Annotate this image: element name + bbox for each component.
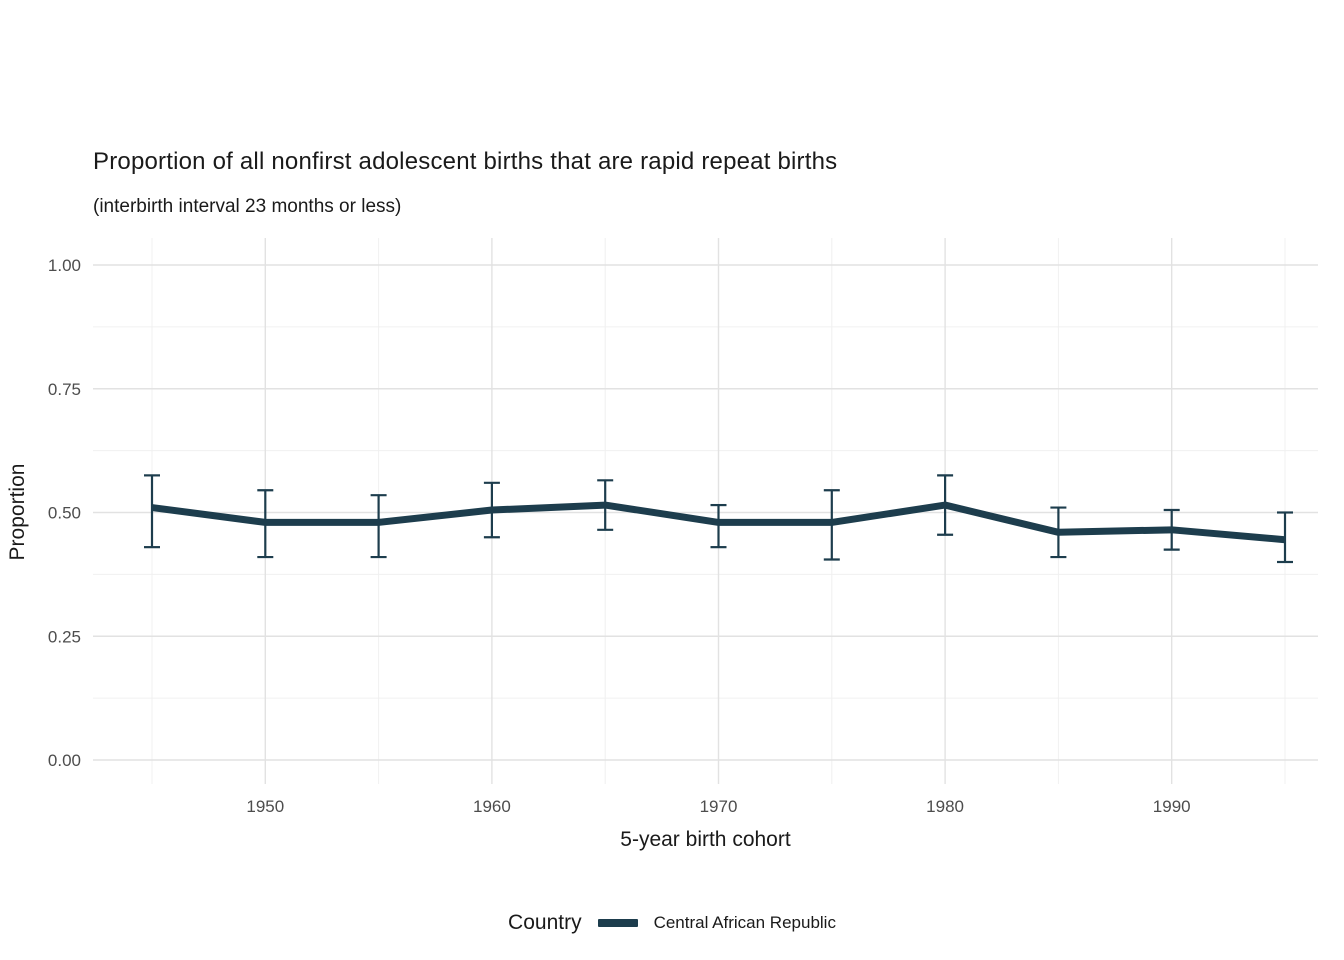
y-tick-label: 0.75	[48, 380, 81, 399]
x-tick-label: 1950	[246, 797, 284, 816]
chart-title: Proportion of all nonfirst adolescent bi…	[93, 148, 838, 175]
legend-title: Country	[508, 911, 582, 934]
x-tick-label: 1960	[473, 797, 511, 816]
y-tick-label: 0.50	[48, 504, 81, 523]
x-tick-label: 1980	[926, 797, 964, 816]
y-tick-label: 1.00	[48, 256, 81, 275]
y-tick-label: 0.25	[48, 627, 81, 646]
chart-subtitle: (interbirth interval 23 months or less)	[93, 196, 402, 217]
legend-line-swatch	[597, 919, 638, 927]
legend: Country Central African Republic	[0, 902, 1344, 944]
legend-item-label: Central African Republic	[653, 913, 836, 932]
y-axis-title: Proportion	[6, 463, 29, 561]
x-axis-title: 5-year birth cohort	[620, 828, 791, 851]
x-tick-label: 1970	[700, 797, 738, 816]
y-tick-label: 0.00	[48, 751, 81, 770]
x-tick-label: 1990	[1153, 797, 1191, 816]
trend-line	[151, 501, 1286, 544]
